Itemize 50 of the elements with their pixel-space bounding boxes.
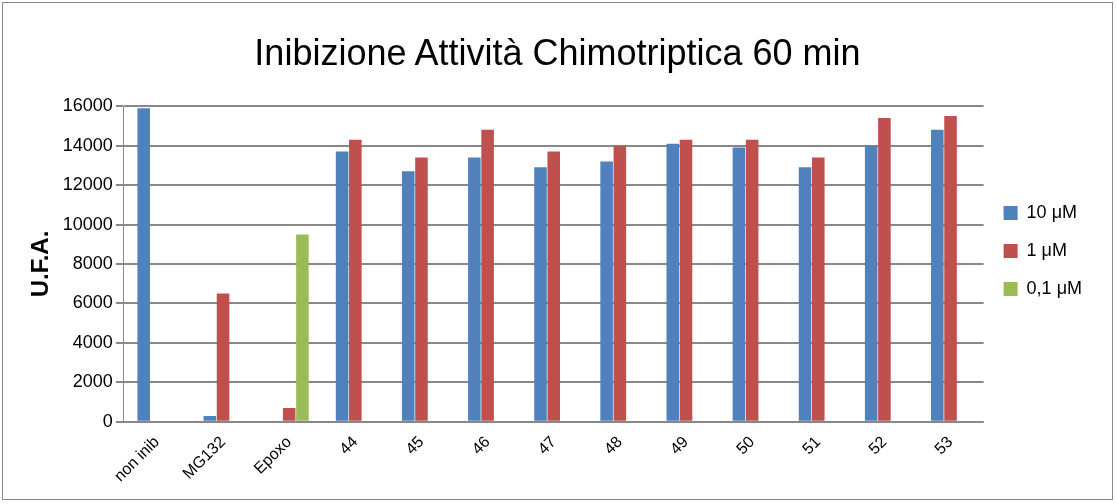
bar [878,118,891,421]
bar [401,171,415,421]
bar [931,129,944,421]
bar [481,129,494,421]
y-tick-label: 6000 [72,292,113,313]
legend-label: 0,1 μM [1026,277,1082,298]
y-tick-label: 16000 [62,95,113,116]
y-tick-label: 8000 [72,252,113,273]
bar [216,293,230,421]
bar [203,415,217,421]
bar [745,139,759,421]
bar [468,157,481,421]
bar [282,407,296,421]
bar [944,116,957,421]
bar [666,143,680,421]
y-tick-label: 10000 [62,213,113,234]
bar [679,139,693,421]
bar [415,157,428,421]
bar [600,161,613,421]
bar [732,147,746,421]
bar [547,151,561,421]
y-tick-label: 12000 [62,174,113,195]
x-tick-label: 50 [732,432,758,458]
bar [349,139,362,421]
bar [798,167,812,421]
y-tick-label: 2000 [72,371,113,392]
x-tick-label: 51 [798,432,824,458]
bar [335,151,349,421]
legend-label: 10 μM [1026,201,1077,222]
y-tick-label: 4000 [72,331,113,352]
x-tick-label: 46 [468,432,493,458]
x-tick-label: 52 [865,432,890,458]
bar [534,167,547,421]
chart-title: Inibizione Attività Chimotriptica 60 min [254,31,861,73]
x-tick-label: 47 [534,432,560,458]
x-tick-label: 45 [402,432,427,458]
bar [137,108,150,421]
y-axis-title: U.F.A. [26,230,54,298]
x-tick-label: 44 [335,432,361,458]
x-tick-label: non inib [110,432,163,485]
x-tick-label: 48 [600,432,626,458]
bar [613,145,627,421]
legend-label: 1 μM [1026,239,1067,260]
bar [296,234,309,421]
x-tick-label: 49 [666,432,692,458]
y-tick-label: 0 [102,410,113,431]
bar [864,145,878,421]
x-tick-label: 53 [931,432,956,458]
bar [811,157,825,421]
y-tick-label: 14000 [62,134,113,155]
